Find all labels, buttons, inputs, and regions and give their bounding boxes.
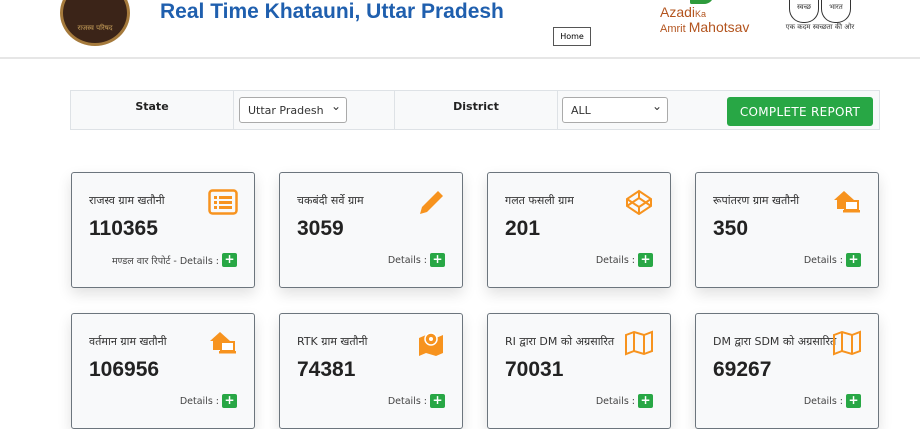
stat-card: राजस्व ग्राम खतौनी 110365 मण्डल वार रिपो… <box>71 172 255 288</box>
details-link[interactable]: Details : + <box>596 394 653 408</box>
seal-text: राजस्व परिषद <box>77 24 113 32</box>
card-value: 69267 <box>713 358 772 381</box>
house-laptop-icon <box>208 330 238 356</box>
complete-report-button[interactable]: COMPLETE REPORT <box>727 97 873 126</box>
district-select[interactable]: ALL <box>562 97 668 123</box>
card-title: RI द्वारा DM को अग्रसारित <box>505 335 615 348</box>
plus-icon[interactable]: + <box>222 253 237 267</box>
stat-card: चकबंदी सर्वे ग्राम 3059 Details : + <box>279 172 463 288</box>
card-title: DM द्वारा SDM को अग्रसारित <box>713 335 837 348</box>
filter-bar: State Uttar Pradesh District ALL COMPLET… <box>70 90 880 130</box>
details-link[interactable]: Details : + <box>804 253 861 267</box>
details-link[interactable]: Details : + <box>388 253 445 267</box>
details-label: Details : <box>803 395 843 407</box>
plus-icon[interactable]: + <box>638 394 653 408</box>
card-value: 110365 <box>89 217 158 240</box>
details-link[interactable]: Details : + <box>804 394 861 408</box>
swachh-text: स्वच्छ <box>789 0 819 23</box>
stat-card: गलत फसली ग्राम 201 Details : + <box>487 172 671 288</box>
page-title: Real Time Khatauni, Uttar Pradesh <box>160 0 504 23</box>
map-icon <box>832 330 862 356</box>
card-title: चकबंदी सर्वे ग्राम <box>297 194 364 207</box>
details-label: Details : <box>387 395 427 407</box>
swachh-tagline: एक कदम स्वच्छता की ओर <box>785 23 855 31</box>
card-value: 74381 <box>297 358 356 381</box>
card-title: राजस्व ग्राम खतौनी <box>89 194 165 207</box>
bharat-text: भारत <box>821 0 851 23</box>
codepen-icon <box>624 189 654 216</box>
details-label: Details : <box>595 395 635 407</box>
map-pin-icon <box>416 330 446 356</box>
house-laptop-icon <box>832 189 862 215</box>
stat-card: RI द्वारा DM को अग्रसारित 70031 Details … <box>487 313 671 429</box>
card-value: 70031 <box>505 358 564 381</box>
map-icon <box>624 330 654 356</box>
details-label: Details : <box>387 254 427 266</box>
details-label: मण्डल वार रिपोर्ट - Details : <box>112 255 219 267</box>
card-value: 3059 <box>297 217 344 240</box>
plus-icon[interactable]: + <box>846 253 861 267</box>
details-label: Details : <box>803 254 843 266</box>
stat-card: वर्तमान ग्राम खतौनी 106956 Details : + <box>71 313 255 429</box>
card-title: वर्तमान ग्राम खतौनी <box>89 335 167 348</box>
plus-icon[interactable]: + <box>430 253 445 267</box>
state-select[interactable]: Uttar Pradesh <box>239 97 347 123</box>
plus-icon[interactable]: + <box>638 253 653 267</box>
details-link[interactable]: मण्डल वार रिपोर्ट - Details : + <box>112 253 237 267</box>
details-label: Details : <box>595 254 635 266</box>
details-link[interactable]: Details : + <box>596 253 653 267</box>
district-label: District <box>453 100 499 113</box>
card-value: 350 <box>713 217 749 240</box>
plus-icon[interactable]: + <box>430 394 445 408</box>
list-icon <box>208 189 238 215</box>
azadi-ka-amrit-mahotsav-logo: AzadiKa Amrit Mahotsav <box>660 0 749 36</box>
home-button[interactable]: Home <box>553 27 591 46</box>
plus-icon[interactable]: + <box>846 394 861 408</box>
swachh-bharat-logo: स्वच्छ भारत एक कदम स्वच्छता की ओर <box>775 0 865 32</box>
stat-card: रूपांतरण ग्राम खतौनी 350 Details : + <box>695 172 879 288</box>
plus-icon[interactable]: + <box>222 394 237 408</box>
header: राजस्व परिषद Real Time Khatauni, Uttar P… <box>0 0 920 59</box>
stat-card: DM द्वारा SDM को अग्रसारित 69267 Details… <box>695 313 879 429</box>
up-seal-logo: राजस्व परिषद <box>60 0 130 46</box>
details-link[interactable]: Details : + <box>388 394 445 408</box>
details-label: Details : <box>179 395 219 407</box>
card-title: RTK ग्राम खतौनी <box>297 335 368 348</box>
card-value: 201 <box>505 217 541 240</box>
state-label: State <box>135 100 169 113</box>
card-title: रूपांतरण ग्राम खतौनी <box>713 194 800 207</box>
details-link[interactable]: Details : + <box>180 394 237 408</box>
stat-card: RTK ग्राम खतौनी 74381 Details : + <box>279 313 463 429</box>
pencil-icon <box>416 189 446 215</box>
card-value: 106956 <box>89 358 160 381</box>
card-title: गलत फसली ग्राम <box>505 194 574 207</box>
